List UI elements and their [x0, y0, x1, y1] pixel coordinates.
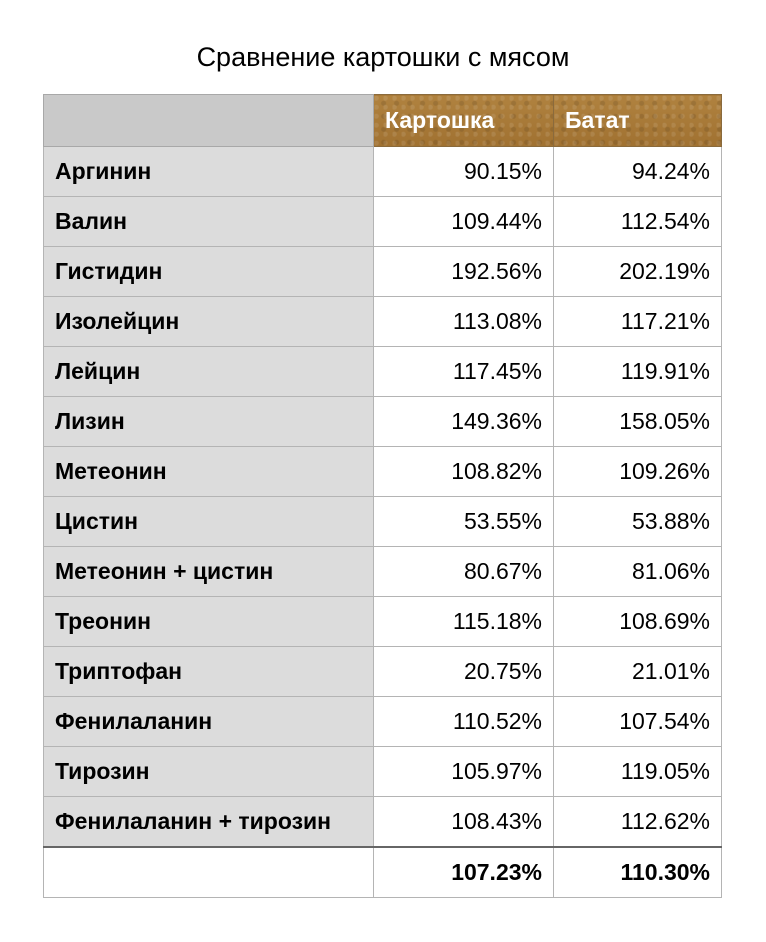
cell-potato: 115.18% — [373, 596, 554, 647]
cell-sweet-potato: 117.21% — [553, 296, 722, 347]
table-title: Сравнение картошки с мясом — [196, 42, 570, 72]
cell-sweet-potato: 119.05% — [553, 746, 722, 797]
row-label: Цистин — [43, 496, 374, 547]
row-label: Фенилаланин + тирозин — [43, 796, 374, 847]
cell-potato: 113.08% — [373, 296, 554, 347]
cell-sweet-potato: 53.88% — [553, 496, 722, 547]
cell-sweet-potato: 112.54% — [553, 196, 722, 247]
cell-potato: 90.15% — [373, 146, 554, 197]
table-row: Аргинин 90.15% 94.24% — [43, 146, 722, 197]
cell-sweet-potato: 108.69% — [553, 596, 722, 647]
row-label: Тирозин — [43, 746, 374, 797]
header-potato: Картошка — [373, 94, 554, 147]
table-row: Тирозин 105.97% 119.05% — [43, 746, 722, 797]
header-row: Картошка Батат — [43, 94, 722, 147]
row-label: Треонин — [43, 596, 374, 647]
cell-sweet-potato: 119.91% — [553, 346, 722, 397]
total-row: 107.23% 110.30% — [43, 845, 722, 898]
cell-potato: 192.56% — [373, 246, 554, 297]
cell-potato: 117.45% — [373, 346, 554, 397]
table-row: Фенилаланин 110.52% 107.54% — [43, 696, 722, 747]
table-row: Лейцин 117.45% 119.91% — [43, 346, 722, 397]
cell-sweet-potato: 21.01% — [553, 646, 722, 697]
row-label: Изолейцин — [43, 296, 374, 347]
row-label: Метеонин — [43, 446, 374, 497]
cell-potato: 108.82% — [373, 446, 554, 497]
row-label: Фенилаланин — [43, 696, 374, 747]
header-corner-cell — [43, 94, 374, 147]
cell-potato: 108.43% — [373, 796, 554, 847]
row-label: Гистидин — [43, 246, 374, 297]
cell-potato: 149.36% — [373, 396, 554, 447]
row-label: Лизин — [43, 396, 374, 447]
table-row: Гистидин 192.56% 202.19% — [43, 246, 722, 297]
cell-sweet-potato: 158.05% — [553, 396, 722, 447]
cell-sweet-potato: 107.54% — [553, 696, 722, 747]
table-row: Валин 109.44% 112.54% — [43, 196, 722, 247]
total-sweet-potato: 110.30% — [553, 845, 722, 898]
cell-potato: 80.67% — [373, 546, 554, 597]
row-label: Триптофан — [43, 646, 374, 697]
amino-acid-comparison-table: Картошка Батат Аргинин 90.15% 94.24% Валин 1… — [43, 94, 722, 898]
row-label: Аргинин — [43, 146, 374, 197]
cell-sweet-potato: 109.26% — [553, 446, 722, 497]
table-row: Изолейцин 113.08% 117.21% — [43, 296, 722, 347]
cell-sweet-potato: 112.62% — [553, 796, 722, 847]
row-label: Валин — [43, 196, 374, 247]
total-potato: 107.23% — [373, 845, 554, 898]
table-row: Фенилаланин + тирозин 108.43% 112.62% — [43, 796, 722, 847]
row-label: Метеонин + цистин — [43, 546, 374, 597]
table-row: Метеонин + цистин 80.67% 81.06% — [43, 546, 722, 597]
table-row: Цистин 53.55% 53.88% — [43, 496, 722, 547]
row-label: Лейцин — [43, 346, 374, 397]
cell-sweet-potato: 94.24% — [553, 146, 722, 197]
cell-potato: 105.97% — [373, 746, 554, 797]
table-row: Метеонин 108.82% 109.26% — [43, 446, 722, 497]
cell-sweet-potato: 81.06% — [553, 546, 722, 597]
cell-potato: 109.44% — [373, 196, 554, 247]
table-row: Треонин 115.18% 108.69% — [43, 596, 722, 647]
cell-sweet-potato: 202.19% — [553, 246, 722, 297]
table-row: Триптофан 20.75% 21.01% — [43, 646, 722, 697]
table-row: Лизин 149.36% 158.05% — [43, 396, 722, 447]
header-sweet-potato: Батат — [553, 94, 722, 147]
total-label-cell — [43, 845, 374, 898]
cell-potato: 53.55% — [373, 496, 554, 547]
cell-potato: 20.75% — [373, 646, 554, 697]
cell-potato: 110.52% — [373, 696, 554, 747]
